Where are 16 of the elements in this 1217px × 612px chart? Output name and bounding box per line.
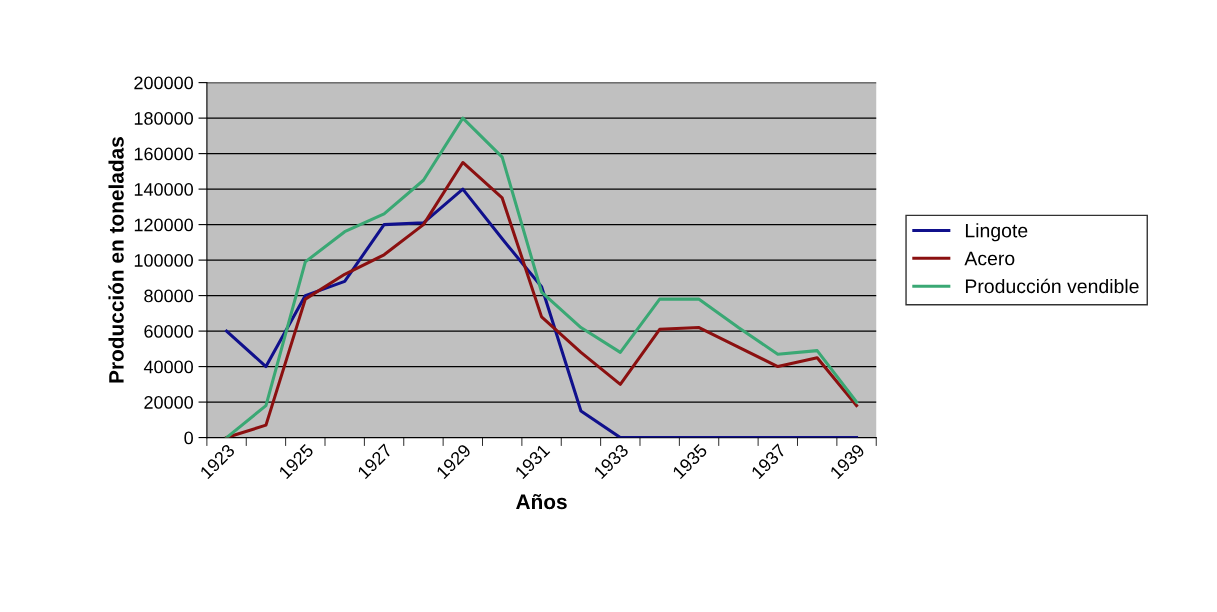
x-axis-title: Años	[516, 493, 567, 510]
y-tick-label: 140000	[134, 183, 193, 196]
y-tick-label: 20000	[144, 396, 193, 409]
y-axis-title: Producción en toneladas	[108, 137, 124, 383]
y-tick-label: 180000	[134, 112, 193, 125]
legend-label: Acero	[964, 251, 1015, 266]
y-tick-label: 200000	[134, 76, 193, 90]
y-tick-label: 40000	[143, 360, 193, 374]
legend-label: Producción vendible	[965, 278, 1139, 294]
y-tick-label: 80000	[144, 289, 193, 303]
y-tick-label: 120000	[134, 218, 193, 232]
y-tick-label: 100000	[134, 254, 193, 267]
y-tick-label: 60000	[144, 325, 193, 338]
legend-label: Lingote	[965, 223, 1028, 242]
y-tick-label: 0	[184, 431, 193, 445]
y-tick-label: 160000	[134, 147, 193, 161]
